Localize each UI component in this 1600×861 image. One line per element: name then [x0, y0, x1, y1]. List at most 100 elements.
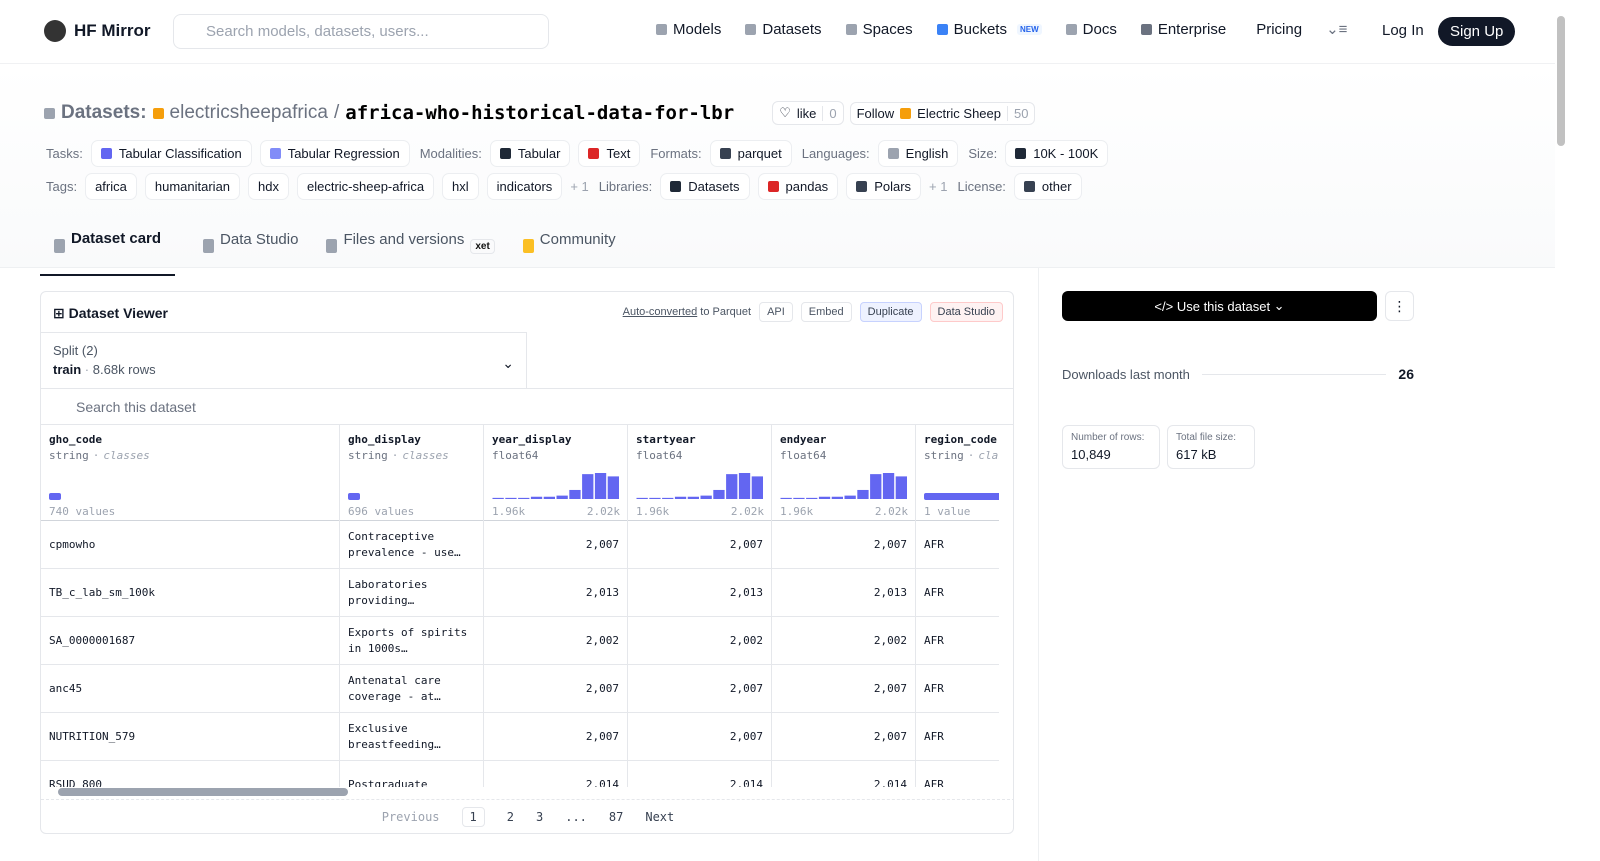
- hist-bar[interactable]: [844, 495, 856, 499]
- hist-bar[interactable]: [569, 489, 581, 499]
- cell[interactable]: 2,007: [772, 665, 915, 713]
- cell[interactable]: 2,013: [484, 569, 627, 617]
- hist-bar[interactable]: [793, 497, 805, 499]
- cell[interactable]: Exports of spirits in 1000s…: [340, 617, 483, 665]
- cell[interactable]: 2,007: [484, 665, 627, 713]
- page[interactable]: 1: [461, 806, 485, 827]
- owner[interactable]: electricsheepafrica: [169, 102, 328, 123]
- tag[interactable]: hxl: [442, 173, 479, 200]
- hist-bar[interactable]: [818, 496, 831, 499]
- cell[interactable]: AFR: [916, 713, 999, 761]
- more[interactable]: + 1: [570, 179, 589, 194]
- viewer-action[interactable]: Embed: [800, 302, 852, 322]
- nav-link[interactable]: Pricing: [1250, 20, 1302, 38]
- page[interactable]: 3: [535, 809, 544, 824]
- cell[interactable]: 2,013: [628, 569, 771, 617]
- dataset-name[interactable]: africa-who-historical-data-for-lbr: [345, 102, 735, 124]
- tag[interactable]: parquet: [709, 140, 792, 167]
- hist-bar[interactable]: [607, 476, 619, 499]
- cell[interactable]: AFR: [916, 761, 999, 788]
- more[interactable]: + 1: [929, 179, 948, 194]
- cell[interactable]: 2,014: [628, 761, 771, 788]
- brand[interactable]: HF Mirror: [44, 20, 151, 42]
- tag[interactable]: electric-sheep-africa: [297, 173, 435, 200]
- hist-bar[interactable]: [649, 497, 661, 499]
- prev[interactable]: Previous: [381, 809, 440, 824]
- v-scrollbar[interactable]: [1557, 16, 1565, 146]
- cell[interactable]: 2,014: [772, 761, 915, 788]
- tag[interactable]: Polars: [846, 173, 922, 200]
- tag[interactable]: Datasets: [660, 173, 750, 200]
- tag[interactable]: Tabular: [489, 140, 571, 167]
- cell[interactable]: 2,013: [772, 569, 915, 617]
- cell[interactable]: 2,007: [628, 521, 771, 569]
- tag[interactable]: africa: [85, 173, 137, 200]
- cell[interactable]: 2,002: [484, 617, 627, 665]
- hist-bar[interactable]: [518, 497, 530, 499]
- viewer-action[interactable]: Duplicate: [859, 302, 922, 322]
- cell[interactable]: AFR: [916, 521, 999, 569]
- cell[interactable]: AFR: [916, 617, 999, 665]
- hist-bar[interactable]: [636, 497, 648, 499]
- page[interactable]: 2: [506, 809, 514, 824]
- tab[interactable]: Data Studio: [203, 230, 298, 276]
- follow-button[interactable]: Follow Electric Sheep 50: [849, 101, 1036, 125]
- tag[interactable]: humanitarian: [144, 173, 241, 200]
- hist-bar[interactable]: [831, 496, 843, 499]
- hist-bar[interactable]: [530, 496, 543, 499]
- hist-bar[interactable]: [662, 497, 674, 499]
- menu[interactable]: ⌄≡: [1326, 21, 1348, 38]
- tag[interactable]: Text: [578, 140, 641, 167]
- tag[interactable]: Tabular Regression: [259, 140, 410, 167]
- cell[interactable]: 2,007: [484, 713, 627, 761]
- cell[interactable]: AFR: [916, 569, 999, 617]
- hist-bar[interactable]: [882, 473, 895, 499]
- h-scrollbar[interactable]: [58, 788, 348, 796]
- cell[interactable]: Antenatal care coverage - at…: [340, 665, 483, 713]
- nav-link[interactable]: Docs: [1065, 20, 1117, 38]
- hist-bar[interactable]: [556, 495, 568, 499]
- cell[interactable]: Laboratories providing…: [340, 569, 483, 617]
- cell[interactable]: 2,007: [772, 713, 915, 761]
- cell[interactable]: 2,007: [628, 665, 771, 713]
- cell[interactable]: SA_0000001687: [41, 617, 339, 665]
- cell[interactable]: anc45: [41, 665, 339, 713]
- hist-bar[interactable]: [687, 496, 699, 499]
- nav-link[interactable]: Spaces: [845, 20, 913, 38]
- cell[interactable]: Postgraduate: [340, 761, 483, 788]
- hist-bar[interactable]: [543, 496, 555, 499]
- hist-bar[interactable]: [780, 497, 792, 499]
- tab[interactable]: Dataset card: [40, 230, 176, 276]
- hist-bar[interactable]: [713, 489, 725, 499]
- like-button[interactable]: ♡ like 0: [772, 101, 844, 125]
- tab[interactable]: Files and versions xet: [326, 230, 495, 276]
- hist-bar[interactable]: [857, 489, 869, 499]
- hist-bar[interactable]: [700, 495, 712, 499]
- page[interactable]: ...: [565, 809, 587, 824]
- hist-bar[interactable]: [594, 473, 607, 499]
- viewer-action[interactable]: Data Studio: [929, 302, 1003, 322]
- hist-bar[interactable]: [505, 497, 517, 499]
- cell[interactable]: 2,007: [484, 521, 627, 569]
- nav-link[interactable]: Models: [656, 20, 721, 38]
- hist-bar[interactable]: [674, 496, 687, 499]
- hist-bar[interactable]: [870, 474, 882, 499]
- hist-bar[interactable]: [751, 476, 763, 499]
- signup[interactable]: Sign Up: [1438, 17, 1516, 46]
- cell[interactable]: 2,002: [628, 617, 771, 665]
- hist-bar[interactable]: [726, 474, 738, 499]
- split-selector[interactable]: Split (2) train · 8.68k rows ⌄: [41, 332, 527, 388]
- cell[interactable]: NUTRITION_579: [41, 713, 339, 761]
- tag[interactable]: English: [877, 140, 959, 167]
- cell[interactable]: Exclusive breastfeeding…: [340, 713, 483, 761]
- hist-bar[interactable]: [806, 497, 818, 499]
- cell[interactable]: 2,014: [484, 761, 627, 788]
- auto-converted[interactable]: Auto-converted to Parquet: [623, 306, 751, 318]
- cell[interactable]: RSUD_800: [41, 761, 339, 788]
- nav-link[interactable]: Buckets NEW: [936, 20, 1042, 38]
- viewer-action[interactable]: API: [759, 302, 793, 322]
- tag[interactable]: other: [1013, 173, 1082, 200]
- auto-converted-link[interactable]: Auto-converted: [622, 306, 698, 318]
- nav-link[interactable]: Datasets: [745, 20, 822, 38]
- login[interactable]: Log In: [1382, 22, 1424, 39]
